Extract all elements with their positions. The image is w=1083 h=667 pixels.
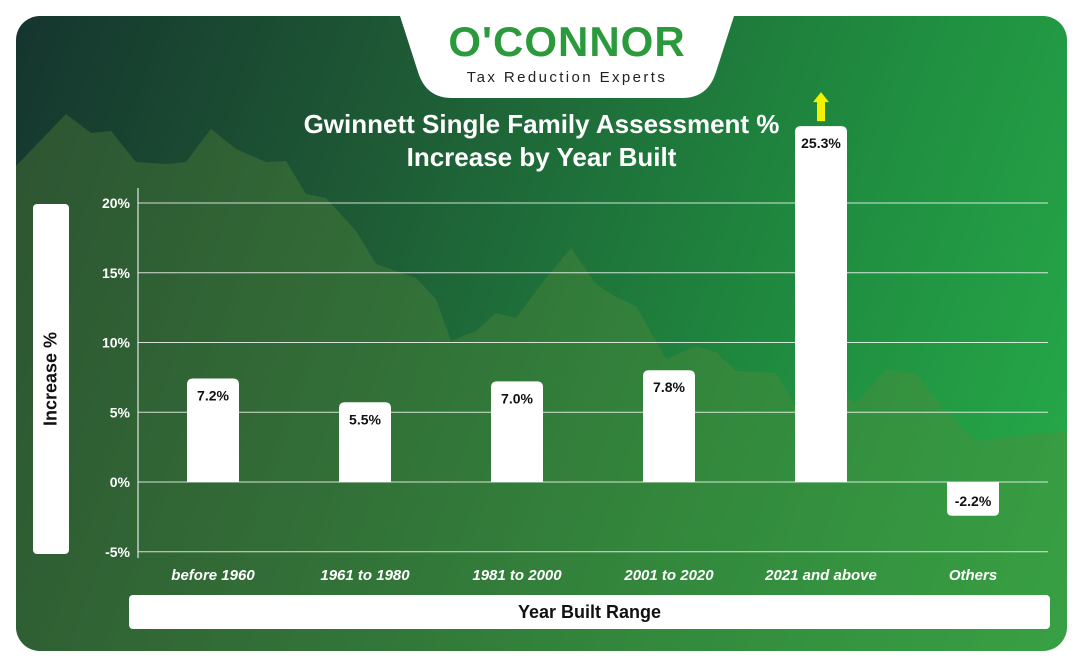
y-tick-label: 5% — [110, 404, 131, 420]
bar — [947, 482, 999, 516]
bar — [491, 381, 543, 482]
bar — [339, 402, 391, 482]
y-tick-label: 15% — [102, 265, 131, 281]
y-axis-label-box — [33, 204, 69, 554]
bar-value-label: 5.5% — [349, 411, 381, 427]
y-tick-label: 20% — [102, 195, 131, 211]
chart-card: O'CONNOR Tax Reduction Experts Gwinnett … — [16, 16, 1067, 651]
chart-title: Gwinnett Single Family Assessment % Incr… — [16, 108, 1067, 174]
y-tick-label: -5% — [105, 544, 130, 560]
logo-tab-shape — [400, 16, 734, 98]
bar-value-label: 7.0% — [501, 390, 533, 406]
bar-value-label: -2.2% — [955, 493, 992, 509]
x-category-label: 1981 to 2000 — [472, 567, 562, 584]
bar-value-label: 7.8% — [653, 379, 685, 395]
bar — [643, 370, 695, 482]
x-axis-label-box: Year Built Range — [129, 595, 1050, 629]
background-mountain-decoration — [16, 114, 1067, 651]
brand-tagline: Tax Reduction Experts — [466, 69, 668, 86]
x-category-label: 2001 to 2020 — [623, 567, 714, 584]
x-category-label: 1961 to 1980 — [320, 567, 410, 584]
x-category-label: Others — [949, 567, 997, 584]
y-tick-label: 0% — [110, 474, 131, 490]
bar — [187, 378, 239, 482]
plot-area: 20% 15% 10% 5% 0% -5% 7.2% before 1960 5.5% 1961 … — [102, 92, 1048, 584]
y-tick-label: 10% — [102, 335, 131, 351]
bar — [795, 126, 847, 482]
x-category-label: before 1960 — [171, 567, 255, 584]
logo: O'CONNOR Tax Reduction Experts — [400, 16, 734, 98]
bar-value-label: 7.2% — [197, 388, 229, 404]
bar-value-label: 25.3% — [801, 135, 841, 151]
brand-name: O'CONNOR — [448, 18, 686, 65]
x-category-label: 2021 and above — [764, 567, 877, 584]
chart-title-line1: Gwinnett Single Family Assessment % — [303, 109, 780, 139]
up-arrow-icon — [813, 92, 829, 122]
x-axis-label: Year Built Range — [517, 602, 662, 622]
chart-title-line2: Increase by Year Built — [406, 142, 677, 172]
